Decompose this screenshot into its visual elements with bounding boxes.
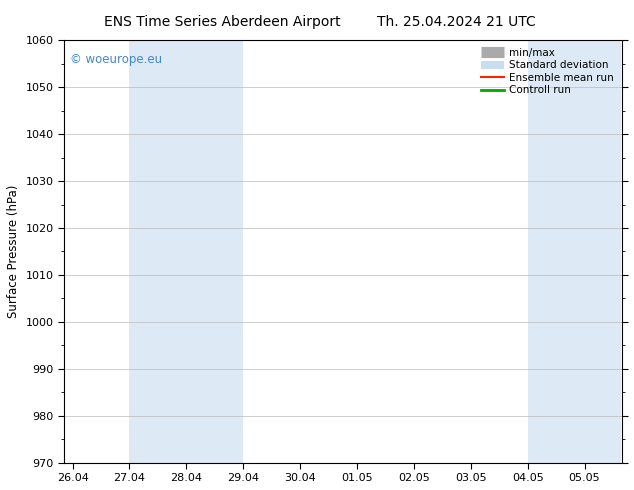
Text: Th. 25.04.2024 21 UTC: Th. 25.04.2024 21 UTC [377, 15, 536, 29]
Text: ENS Time Series Aberdeen Airport: ENS Time Series Aberdeen Airport [103, 15, 340, 29]
Bar [585, 40, 621, 463]
Bar [129, 40, 243, 463]
Legend: min/max, Standard deviation, Ensemble mean run, Controll run: min/max, Standard deviation, Ensemble me… [479, 46, 616, 98]
Text: © woeurope.eu: © woeurope.eu [70, 53, 162, 66]
Y-axis label: Surface Pressure (hPa): Surface Pressure (hPa) [7, 185, 20, 318]
Bar [527, 40, 585, 463]
